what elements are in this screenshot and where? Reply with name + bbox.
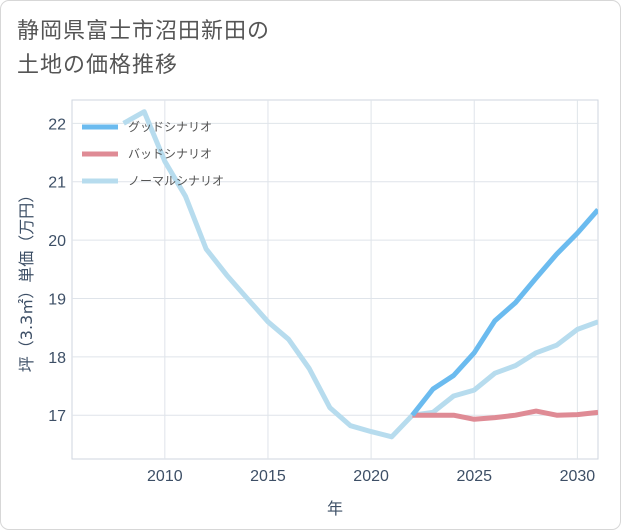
x-tick-label: 2015 (250, 468, 286, 485)
x-axis-title: 年 (327, 499, 343, 518)
series-line-good (410, 208, 598, 417)
y-tick-label: 21 (48, 175, 66, 192)
x-tick-label: 2030 (560, 468, 596, 485)
legend-label-normal: ノーマルシナリオ (128, 174, 224, 188)
series-layer (122, 109, 598, 440)
chart-title-line-1: 静岡県富士市沼田新田の (17, 19, 271, 44)
legend-label-bad: バッドシナリオ (128, 147, 212, 161)
y-tick-label: 20 (48, 233, 66, 250)
chart-title: 静岡県富士市沼田新田の 土地の価格推移 (17, 15, 397, 83)
y-tick-label: 19 (48, 291, 66, 308)
y-tick-label: 18 (48, 350, 66, 367)
legend-label-good: グッドシナリオ (128, 120, 212, 134)
x-tick-label: 2025 (456, 468, 492, 485)
y-tick-label: 17 (48, 408, 66, 425)
chart-title-line-2: 土地の価格推移 (17, 53, 179, 78)
series-line-normal (122, 109, 598, 440)
y-axis-ticks: 17 18 19 20 21 22 (48, 116, 66, 425)
x-tick-label: 2010 (147, 468, 183, 485)
plot-area (71, 99, 599, 460)
x-axis-ticks: 2010 2015 2020 2025 2030 (147, 468, 595, 485)
x-tick-label: 2020 (353, 468, 389, 485)
y-axis-title: 坪（3.3㎡）単価（万円） (17, 187, 36, 372)
series-line-bad (412, 408, 598, 422)
y-tick-label: 22 (48, 116, 66, 133)
